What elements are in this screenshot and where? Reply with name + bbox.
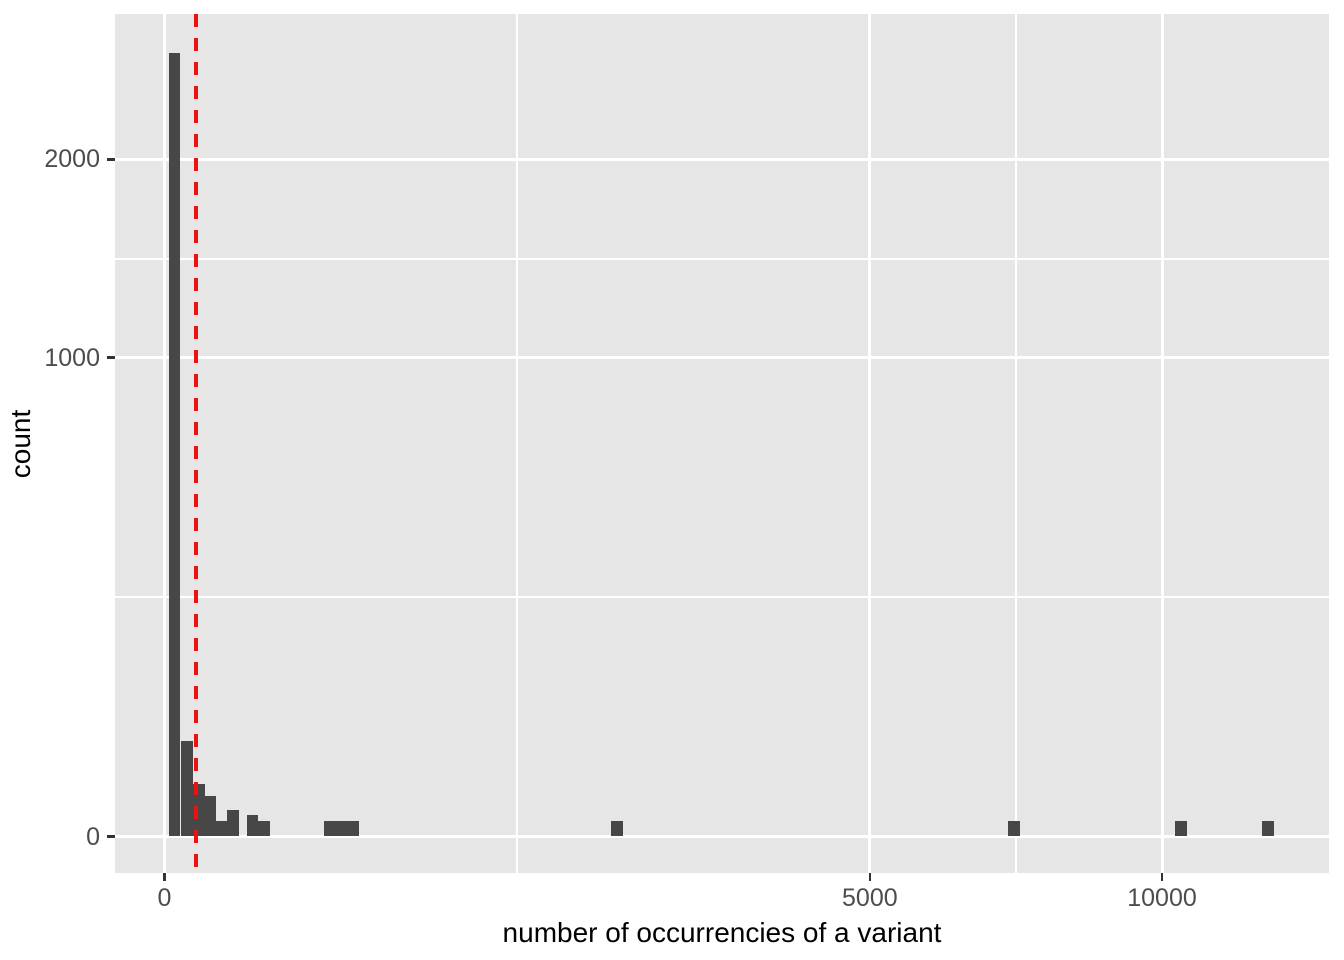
x-tick-label-5000: 5000: [842, 884, 898, 912]
gridline-major-x-5000: [868, 14, 872, 873]
x-axis-title: number of occurrencies of a variant: [502, 917, 942, 948]
y-tick-label-1000: 1000: [44, 343, 100, 372]
gridline-major-y-1000: [115, 356, 1329, 360]
y-axis-title: count: [5, 409, 36, 478]
gridline-minor-x: [1014, 14, 1017, 873]
gridline-major-y-2000: [115, 157, 1329, 161]
x-tick-mark: [868, 873, 872, 881]
y-tick-mark: [107, 158, 115, 161]
histogram-bar: [257, 821, 270, 837]
y-tick-mark: [107, 835, 115, 838]
histogram-bar: [1175, 821, 1187, 837]
gridline-minor-y: [115, 596, 1329, 599]
y-tick-mark: [107, 356, 115, 359]
x-tick-mark: [1160, 873, 1164, 881]
histogram-bar: [168, 52, 181, 837]
x-tick-label-0: 0: [157, 884, 172, 912]
x-tick-label-10000: 10000: [1127, 884, 1197, 912]
histogram-bar: [246, 815, 259, 837]
histogram-bar: [1008, 821, 1020, 837]
gridline-minor-y: [115, 257, 1329, 260]
histogram-bar: [611, 821, 624, 837]
gridline-major-y-0: [115, 835, 1329, 838]
histogram-bar: [227, 810, 239, 837]
gridline-major-x-10000: [1160, 14, 1164, 873]
histogram-bar: [193, 784, 205, 837]
histogram-bar: [347, 821, 359, 837]
histogram-bar: [204, 796, 217, 837]
y-tick-label-0: 0: [86, 822, 100, 851]
histogram-bar: [324, 821, 337, 837]
gridline-minor-x: [516, 14, 519, 873]
histogram-bar: [215, 821, 228, 837]
gridline-major-x-0: [163, 14, 166, 873]
x-tick-mark: [163, 873, 166, 881]
red-dashed-vline: [194, 14, 199, 873]
histogram-bar: [335, 821, 348, 837]
plot-panel: [115, 14, 1329, 873]
histogram-bar: [1262, 821, 1274, 837]
histogram-bar: [180, 740, 193, 837]
y-tick-label-2000: 2000: [44, 145, 100, 174]
